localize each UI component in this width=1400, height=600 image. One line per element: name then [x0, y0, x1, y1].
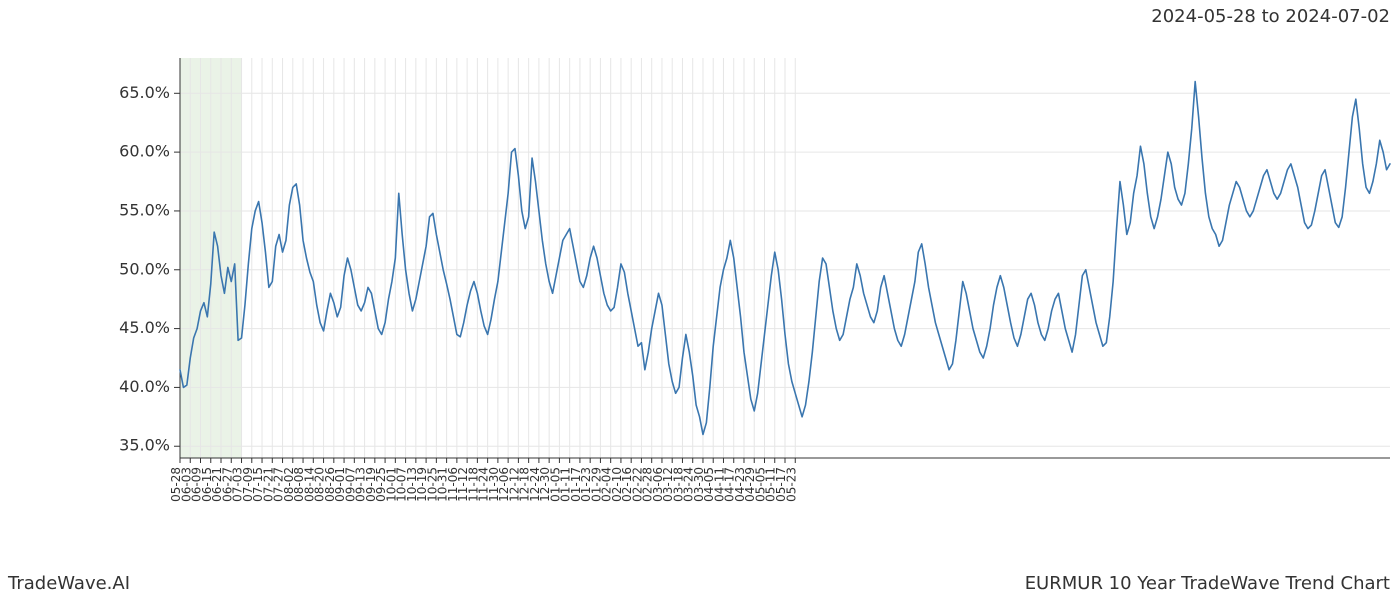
svg-text:35.0%: 35.0%: [119, 436, 170, 455]
plot-area: 35.0%40.0%45.0%50.0%55.0%60.0%65.0%05-28…: [0, 48, 1400, 548]
footer-caption: EURMUR 10 Year TradeWave Trend Chart: [1025, 573, 1390, 594]
chart-svg: 35.0%40.0%45.0%50.0%55.0%60.0%65.0%05-28…: [0, 48, 1400, 548]
svg-text:45.0%: 45.0%: [119, 318, 170, 337]
svg-text:50.0%: 50.0%: [119, 259, 170, 278]
svg-text:60.0%: 60.0%: [119, 142, 170, 161]
svg-text:05-23: 05-23: [784, 467, 798, 502]
svg-text:55.0%: 55.0%: [119, 200, 170, 219]
svg-text:65.0%: 65.0%: [119, 83, 170, 102]
date-range-label: 2024-05-28 to 2024-07-02: [1151, 6, 1390, 27]
chart-root: 2024-05-28 to 2024-07-02 35.0% 40.0% 45.0%…: [0, 0, 1400, 600]
footer-brand: TradeWave.AI: [8, 573, 130, 594]
svg-text:40.0%: 40.0%: [119, 377, 170, 396]
